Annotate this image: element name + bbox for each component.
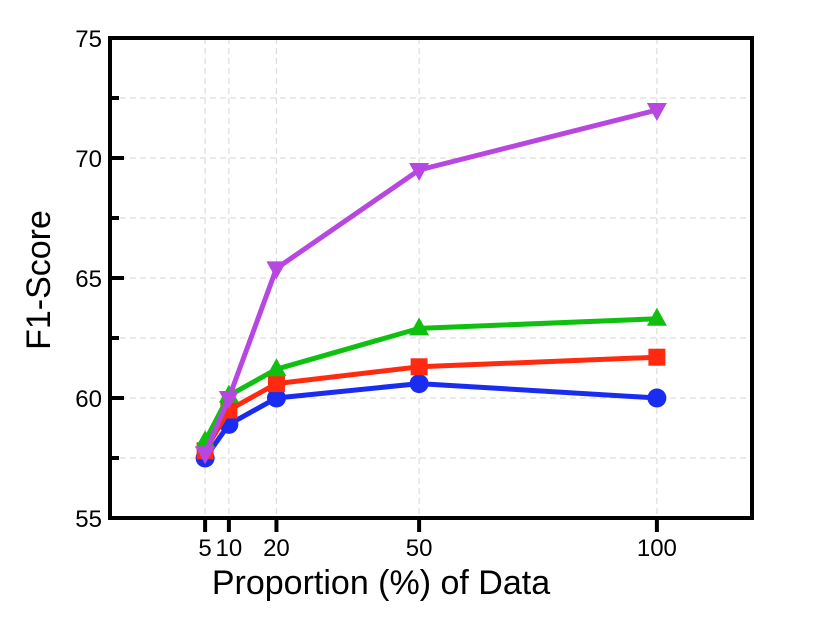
x-tick-label: 5 — [198, 535, 211, 562]
data-point — [409, 317, 430, 336]
data-point — [195, 446, 216, 465]
series — [195, 103, 667, 465]
y-tick-label: 55 — [75, 506, 102, 533]
x-tick-label: 100 — [637, 535, 677, 562]
x-tick-label: 10 — [216, 535, 243, 562]
data-point — [647, 388, 667, 408]
data-point — [646, 103, 667, 121]
y-tick-label: 70 — [75, 146, 102, 173]
y-tick-label: 65 — [75, 266, 102, 293]
series-layer — [195, 103, 667, 468]
x-tick-label: 20 — [263, 535, 290, 562]
data-point — [409, 374, 429, 394]
x-axis-title: Proportion (%) of Data — [212, 564, 550, 602]
series — [195, 307, 667, 449]
data-point — [267, 375, 285, 393]
data-point — [648, 348, 666, 366]
data-point — [266, 388, 286, 408]
x-tick-label: 50 — [406, 535, 433, 562]
data-point — [266, 358, 287, 377]
data-point — [646, 307, 667, 326]
ticks: 5 10 20 50 100 55 60 65 70 75 — [75, 26, 677, 562]
data-point — [218, 391, 239, 409]
y-tick-label: 75 — [75, 26, 102, 53]
y-axis-title: F1-Score — [20, 210, 58, 350]
data-point — [410, 358, 428, 376]
data-point — [266, 261, 287, 280]
data-point — [409, 163, 430, 181]
y-tick-label: 60 — [75, 386, 102, 413]
